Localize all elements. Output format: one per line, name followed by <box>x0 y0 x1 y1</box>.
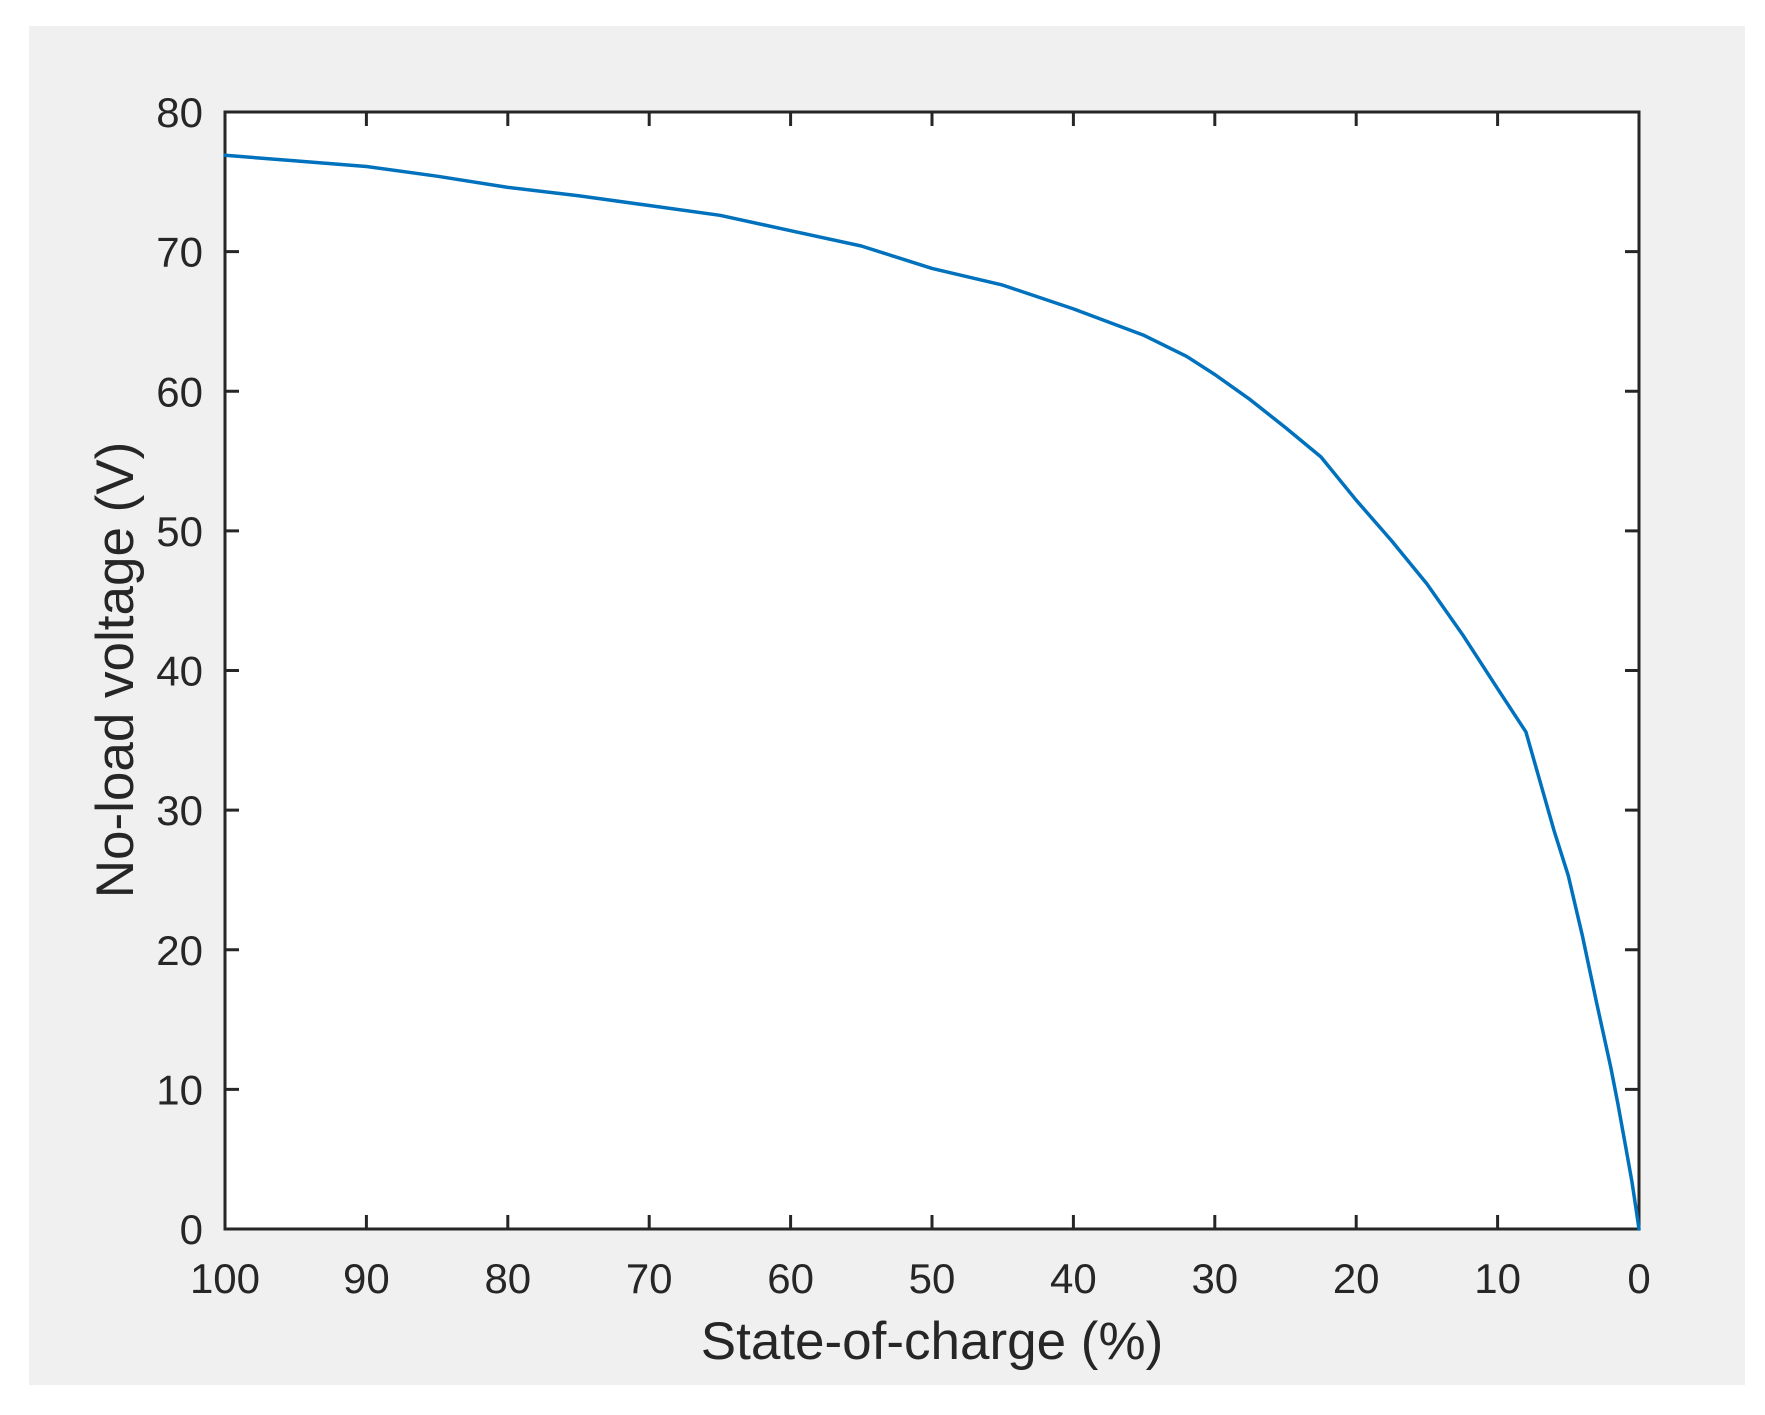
svg-text:10: 10 <box>156 1066 203 1113</box>
figure-canvas: 100 90 80 70 60 50 40 30 20 10 0 0 10 20 30 40 50 60 70 80… <box>29 26 1745 1385</box>
axes-box <box>223 110 1641 1231</box>
plot-area <box>225 112 1639 1229</box>
svg-text:0: 0 <box>1627 1255 1650 1302</box>
x-tick-labels: 100 90 80 70 60 50 40 30 20 10 0 <box>190 1255 1651 1302</box>
svg-text:30: 30 <box>156 787 203 834</box>
svg-text:50: 50 <box>156 508 203 555</box>
svg-text:70: 70 <box>156 229 203 276</box>
svg-text:30: 30 <box>1191 1255 1238 1302</box>
svg-text:90: 90 <box>343 1255 390 1302</box>
voltage-curve <box>223 153 1641 1231</box>
svg-text:50: 50 <box>909 1255 956 1302</box>
svg-text:0: 0 <box>180 1206 203 1253</box>
x-axis-label: State-of-charge (%) <box>701 1312 1163 1371</box>
svg-text:60: 60 <box>156 368 203 415</box>
svg-text:100: 100 <box>190 1255 260 1302</box>
y-tick-labels: 0 10 20 30 40 50 60 70 80 <box>156 89 203 1253</box>
svg-text:70: 70 <box>626 1255 673 1302</box>
svg-text:40: 40 <box>1050 1255 1097 1302</box>
svg-text:20: 20 <box>1333 1255 1380 1302</box>
svg-text:40: 40 <box>156 648 203 695</box>
y-axis-label: No-load voltage (V) <box>86 442 145 899</box>
svg-text:20: 20 <box>156 927 203 974</box>
svg-text:80: 80 <box>156 89 203 136</box>
svg-text:10: 10 <box>1474 1255 1521 1302</box>
soc-voltage-chart: 100 90 80 70 60 50 40 30 20 10 0 01020304050607080… <box>86 89 1651 1371</box>
svg-text:80: 80 <box>484 1255 531 1302</box>
svg-text:60: 60 <box>767 1255 814 1302</box>
